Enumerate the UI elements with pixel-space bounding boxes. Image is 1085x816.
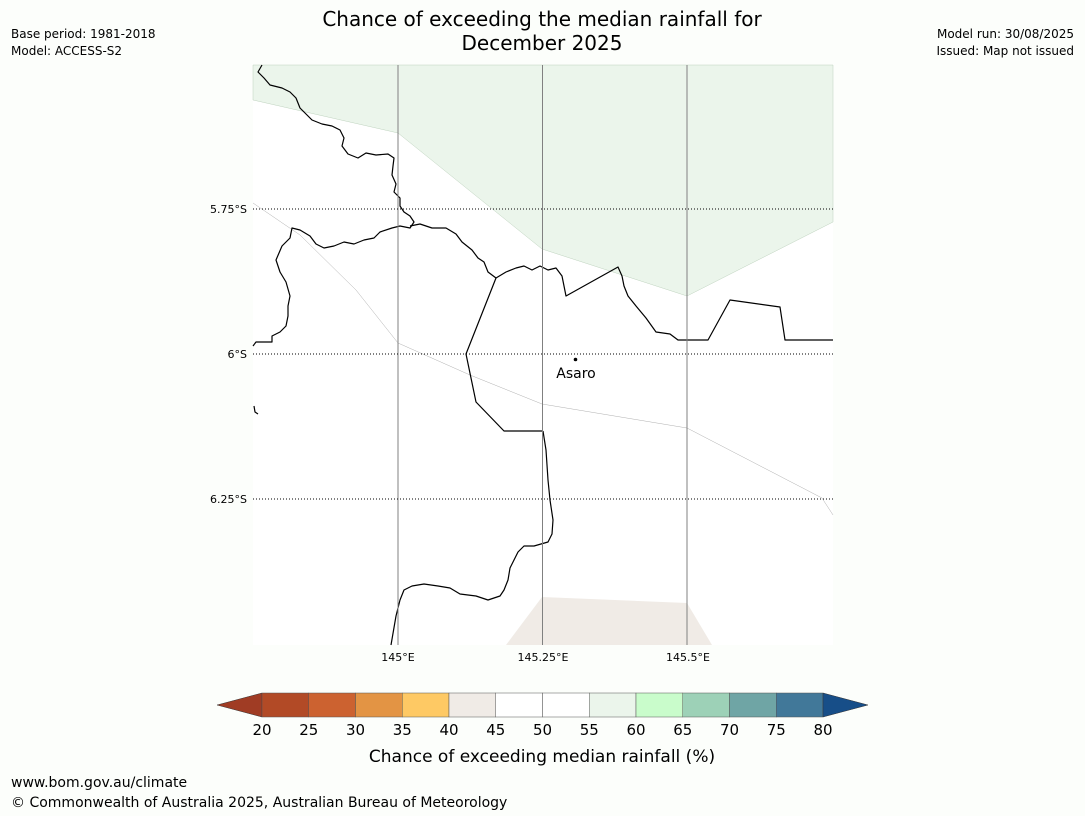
colorbar-segment [776, 692, 824, 718]
colorbar-segment [635, 692, 683, 718]
colorbar-tick-label: 75 [767, 721, 786, 739]
colorbar-label: Chance of exceeding median rainfall (%) [369, 747, 715, 767]
latitude-gridlines [253, 208, 833, 500]
coastline-south [390, 430, 554, 646]
probability-area-40-45 [506, 597, 712, 645]
colorbar-tick-label: 20 [252, 721, 271, 739]
colorbar-tick-label: 35 [393, 721, 412, 739]
coastline-fragment [253, 405, 259, 415]
province-border [409, 223, 833, 341]
colorbar-segment [355, 692, 403, 718]
colorbar-segment [402, 692, 450, 718]
colorbar-ticks: 20 25 30 35 40 45 50 55 60 65 70 75 80 [252, 721, 832, 739]
lat-labels: 5.75°S 6°S 6.25°S [210, 203, 247, 506]
colorbar-extend-high [822, 692, 869, 718]
colorbar-segment [542, 692, 590, 718]
footer-copyright: © Commonwealth of Australia 2025, Austra… [11, 795, 508, 811]
colorbar-tick-label: 55 [580, 721, 599, 739]
colorbar-tick-label: 45 [486, 721, 505, 739]
place-label: Asaro [556, 366, 595, 382]
colorbar-tick-label: 30 [346, 721, 365, 739]
footer-url: www.bom.gov.au/climate [11, 775, 188, 791]
colorbar-tick-label: 50 [533, 721, 552, 739]
issued-text: Issued: Map not issued [936, 44, 1074, 58]
colorbar-tick-label: 65 [673, 721, 692, 739]
meta-right: Model run: 30/08/2025 Issued: Map not is… [936, 26, 1074, 60]
lat-label-6-25: 6.25°S [210, 493, 247, 506]
colorbar-tick-label: 25 [299, 721, 318, 739]
colorbar-segment [261, 692, 309, 718]
colorbar-segment [495, 692, 543, 718]
map-panel: Asaro [252, 64, 834, 646]
colorbar [216, 692, 869, 718]
colorbar-segment [448, 692, 496, 718]
coastline-north [252, 64, 415, 347]
colorbar-extend-low [216, 692, 263, 718]
lon-label-145-5: 145.5°E [666, 651, 710, 664]
colorbar-tick-label: 60 [626, 721, 645, 739]
colorbar-tick-label: 70 [720, 721, 739, 739]
lat-label-5-75: 5.75°S [210, 203, 247, 216]
colorbar-tick-label: 80 [813, 721, 832, 739]
map-title: Chance of exceeding the median rainfall … [292, 7, 792, 55]
lat-label-6: 6°S [228, 348, 247, 361]
longitude-gridlines [397, 65, 688, 645]
colorbar-segment [729, 692, 777, 718]
colorbar-segment [308, 692, 356, 718]
colorbar-tick-label: 40 [439, 721, 458, 739]
colorbar-segment [589, 692, 637, 718]
base-period-text: Base period: 1981-2018 [11, 27, 156, 41]
title-line-2: December 2025 [461, 31, 623, 55]
place-marker [573, 357, 578, 362]
coastline-and-borders [252, 64, 833, 646]
title-line-1: Chance of exceeding the median rainfall … [322, 7, 762, 31]
meta-left: Base period: 1981-2018 Model: ACCESS-S2 [11, 26, 156, 60]
lon-label-145: 145°E [381, 651, 414, 664]
lon-label-145-25: 145.25°E [518, 651, 569, 664]
lon-labels: 145°E 145.25°E 145.5°E [381, 651, 710, 664]
colorbar-segment [682, 692, 730, 718]
model-text: Model: ACCESS-S2 [11, 44, 123, 58]
province-border-inner [465, 277, 543, 432]
model-run-text: Model run: 30/08/2025 [936, 27, 1074, 41]
